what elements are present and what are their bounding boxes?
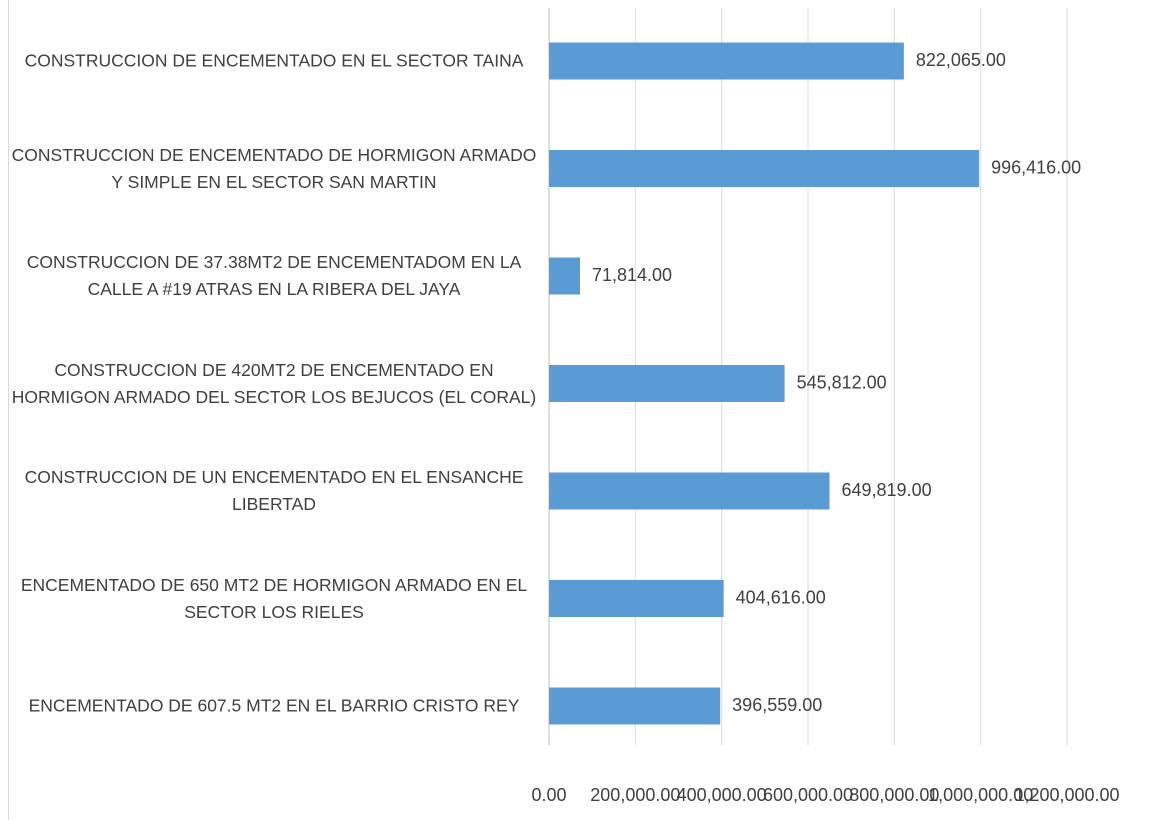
bar [549,687,721,725]
chart-frame [8,0,9,820]
x-tick-label: 400,000.00 [677,785,767,805]
value-label: 649,819.00 [842,480,932,500]
bar [549,580,724,617]
x-tick-label: 800,000.00 [849,785,939,805]
y-tick-label: CONSTRUCCION DE 420MT2 DE ENCEMENTADO EN… [11,359,537,407]
value-label: 996,416.00 [991,157,1081,177]
bar [549,365,785,402]
bar [549,472,830,510]
value-label: 71,814.00 [592,265,672,285]
y-tick-label: ENCEMENTADO DE 650 MT2 DE HORMIGON ARMAD… [20,574,528,622]
x-tick-label: 200,000.00 [590,785,680,805]
value-label: 822,065.00 [916,50,1006,70]
bar [549,150,980,187]
value-label: 545,812.00 [797,372,887,392]
bar [549,257,580,295]
x-tick-label: 1,000,000.00 [928,785,1033,805]
bar [549,42,904,80]
y-tick-label: CONSTRUCCION DE ENCEMENTADO DE HORMIGON … [11,144,537,192]
y-tick-label: CONSTRUCCION DE ENCEMENTADO EN EL SECTOR… [24,50,524,71]
y-tick-label: CONSTRUCCION DE UN ENCEMENTADO EN EL ENS… [24,467,524,514]
y-tick-label: ENCEMENTADO DE 607.5 MT2 EN EL BARRIO CR… [28,695,520,716]
x-tick-label: 0.00 [531,785,566,805]
x-tick-label: 1,200,000.00 [1014,785,1119,805]
x-tick-label: 600,000.00 [763,785,853,805]
value-label: 404,616.00 [736,587,826,607]
y-tick-label: CONSTRUCCION DE 37.38MT2 DE ENCEMENTADOM… [26,252,522,299]
value-label: 396,559.00 [732,695,822,715]
